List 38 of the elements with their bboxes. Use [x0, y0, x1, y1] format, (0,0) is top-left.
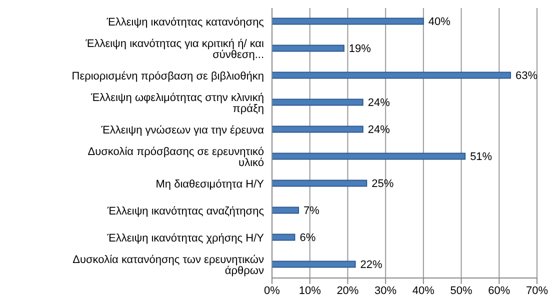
bar [272, 72, 511, 79]
data-label: 24% [368, 97, 390, 110]
y-tick-label: Έλλειψη ωφελιμότητας στην κλινική πράξη [90, 92, 264, 115]
y-tick-label: Δυσκολία κατανόησης των ερευνητικών άρθρων [72, 254, 264, 277]
x-tick-label: 50% [450, 284, 473, 297]
data-label: 6% [300, 232, 316, 244]
data-label: 25% [372, 178, 394, 190]
y-tick-label: Μη διαθεσιμότητα Η/Υ [156, 178, 265, 190]
bar [272, 152, 466, 160]
bar [272, 260, 356, 268]
data-label: 7% [304, 205, 320, 218]
y-tick-label: Περιορισμένη πρόσβαση σε βιβλιοθήκη [72, 70, 264, 82]
y-tick-label: Έλλειψη ικανότητας για κριτική ή/ και σύνθεση... [84, 38, 265, 61]
x-tick-label: 20% [336, 284, 359, 297]
y-tick-label: Έλλειψη γνώσεων για την έρευνα [100, 124, 265, 136]
x-tick-label: 0% [264, 284, 280, 297]
bar [272, 18, 424, 25]
data-label: 22% [360, 259, 383, 272]
data-label: 63% [516, 70, 538, 82]
bar [272, 206, 299, 214]
data-label: 51% [470, 151, 492, 164]
y-tick-label: Δυσκολία πρόσβασης σε ερευνητικό υλικό [88, 146, 264, 169]
bar [272, 180, 368, 187]
x-tick-label: 10% [298, 284, 322, 297]
bar [272, 234, 296, 241]
bar [272, 98, 364, 106]
x-tick-label: 70% [526, 284, 548, 297]
x-tick-label: 60% [488, 284, 510, 297]
x-tick-label: 30% [374, 284, 397, 297]
data-label: 19% [348, 43, 372, 56]
bar [272, 44, 344, 52]
bar [272, 126, 364, 133]
y-tick-label: Έλλειψη ικανότητας χρήσης Η/Υ [106, 232, 265, 244]
data-label: 24% [368, 124, 390, 136]
x-tick-label: 40% [412, 284, 435, 297]
y-tick-label: Έλλειψη ικανότητας κατανόησης [106, 16, 264, 28]
y-tick-label: Έλλειψη ικανότητας αναζήτησης [106, 205, 264, 218]
data-label: 40% [428, 16, 451, 28]
